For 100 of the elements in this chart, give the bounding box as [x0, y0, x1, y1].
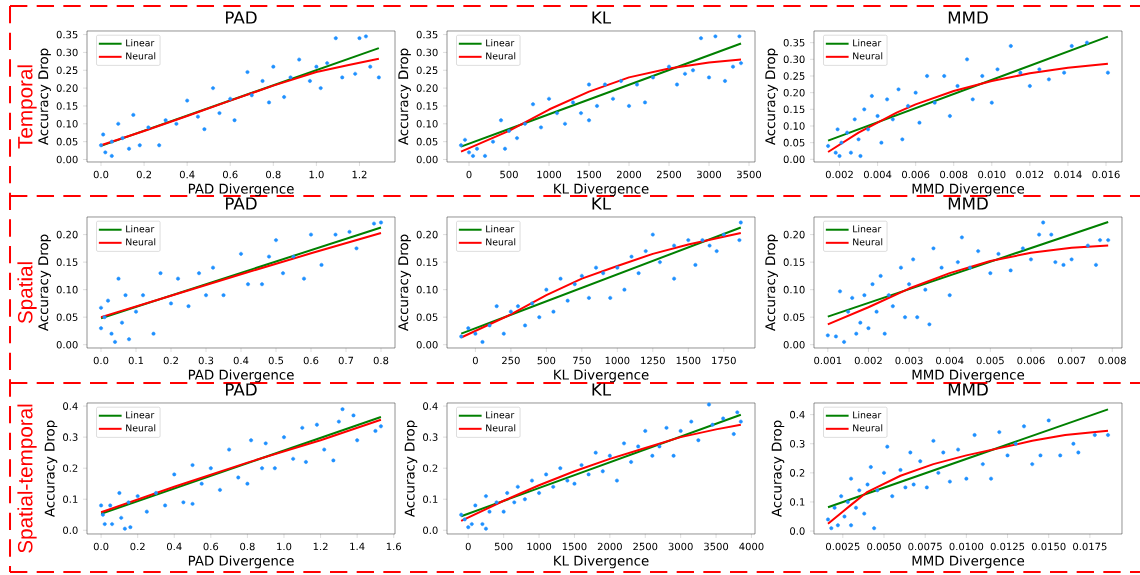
- point: [480, 522, 485, 526]
- x-tick-label: 1.2: [313, 542, 328, 551]
- point: [739, 61, 743, 66]
- x-tick-label: 0.001: [814, 356, 842, 365]
- x-tick-label: 2000: [597, 542, 622, 551]
- point: [537, 315, 542, 320]
- y-tick-label: 0.10: [416, 285, 438, 294]
- point: [523, 121, 527, 126]
- point: [1058, 453, 1063, 458]
- y-tick-label: 0.05: [783, 138, 805, 147]
- point: [1076, 450, 1081, 455]
- point: [995, 67, 1000, 72]
- y-tick-label: 0.00: [783, 155, 805, 164]
- point: [508, 309, 513, 314]
- x-tick-label: 1500: [676, 356, 701, 365]
- point: [245, 70, 250, 74]
- point: [714, 249, 719, 254]
- point: [127, 337, 131, 342]
- point: [462, 517, 467, 522]
- x-tick-label: 1000: [537, 170, 562, 179]
- point: [473, 331, 478, 336]
- point: [157, 143, 162, 148]
- point: [635, 82, 639, 87]
- point: [558, 276, 563, 281]
- x-tick-label: 0.0: [93, 170, 109, 179]
- text: Temporal: [17, 65, 37, 149]
- point: [650, 453, 655, 458]
- point: [854, 505, 858, 510]
- y-tick-label: 0.35: [416, 30, 438, 39]
- point: [267, 254, 271, 259]
- point: [109, 139, 114, 144]
- legend-label: Neural: [126, 238, 156, 246]
- point: [1062, 70, 1067, 75]
- point: [571, 100, 575, 105]
- point: [282, 95, 287, 99]
- point: [1069, 257, 1074, 262]
- chart-title: KL: [592, 197, 612, 210]
- x-axis-title: MMD Divergence: [912, 369, 1025, 383]
- line-series: [826, 244, 1110, 326]
- point: [643, 249, 648, 254]
- point: [308, 79, 312, 83]
- x-tick-label: 2000: [617, 170, 642, 179]
- point: [487, 509, 492, 514]
- point: [503, 146, 507, 151]
- point: [738, 419, 743, 424]
- point: [1013, 441, 1018, 446]
- point: [106, 298, 110, 303]
- point: [319, 262, 324, 267]
- point: [467, 150, 471, 155]
- point: [1005, 453, 1010, 458]
- x-tick-label: 3500: [704, 542, 729, 551]
- chart-title: KL: [592, 383, 612, 396]
- point: [99, 305, 103, 310]
- point: [291, 456, 296, 461]
- point: [131, 112, 136, 117]
- point: [232, 118, 237, 123]
- point: [988, 271, 993, 276]
- point: [608, 295, 613, 300]
- x-tick-label: 0.7: [338, 356, 354, 365]
- x-tick-label: 0.0: [93, 542, 109, 551]
- point: [272, 466, 277, 471]
- point: [172, 472, 177, 477]
- chart-title: KL: [592, 11, 612, 24]
- point: [1037, 67, 1042, 72]
- x-tick-label: 0.002: [825, 170, 853, 179]
- point: [379, 220, 383, 225]
- x-tick-label: 0.007: [1057, 356, 1086, 365]
- point: [587, 82, 591, 87]
- point: [176, 276, 180, 281]
- point: [846, 309, 851, 314]
- point: [875, 488, 880, 493]
- point: [551, 309, 556, 314]
- y-tick-label: 0.15: [783, 105, 805, 114]
- point: [826, 517, 830, 522]
- y-tick-label: 0.00: [783, 340, 805, 349]
- point: [1085, 40, 1089, 45]
- point: [845, 500, 850, 504]
- point: [651, 75, 655, 80]
- x-tick-label: 0: [466, 170, 472, 179]
- point: [507, 129, 511, 133]
- point: [875, 114, 880, 118]
- point: [833, 150, 838, 155]
- point: [700, 238, 705, 243]
- point: [99, 143, 103, 148]
- point: [163, 503, 168, 508]
- point: [126, 500, 131, 505]
- chart-title: PAD: [226, 11, 257, 24]
- point: [924, 485, 929, 490]
- point: [882, 331, 887, 336]
- point: [484, 526, 488, 531]
- point: [378, 424, 383, 429]
- y-tick-label: 0.30: [783, 55, 805, 64]
- point: [672, 276, 677, 281]
- legend-label: Linear: [486, 39, 515, 47]
- point: [291, 254, 296, 259]
- point: [336, 419, 341, 424]
- point: [1037, 232, 1042, 237]
- point: [835, 127, 840, 132]
- point: [1027, 84, 1032, 88]
- x-tick-label: 0.2: [163, 356, 178, 365]
